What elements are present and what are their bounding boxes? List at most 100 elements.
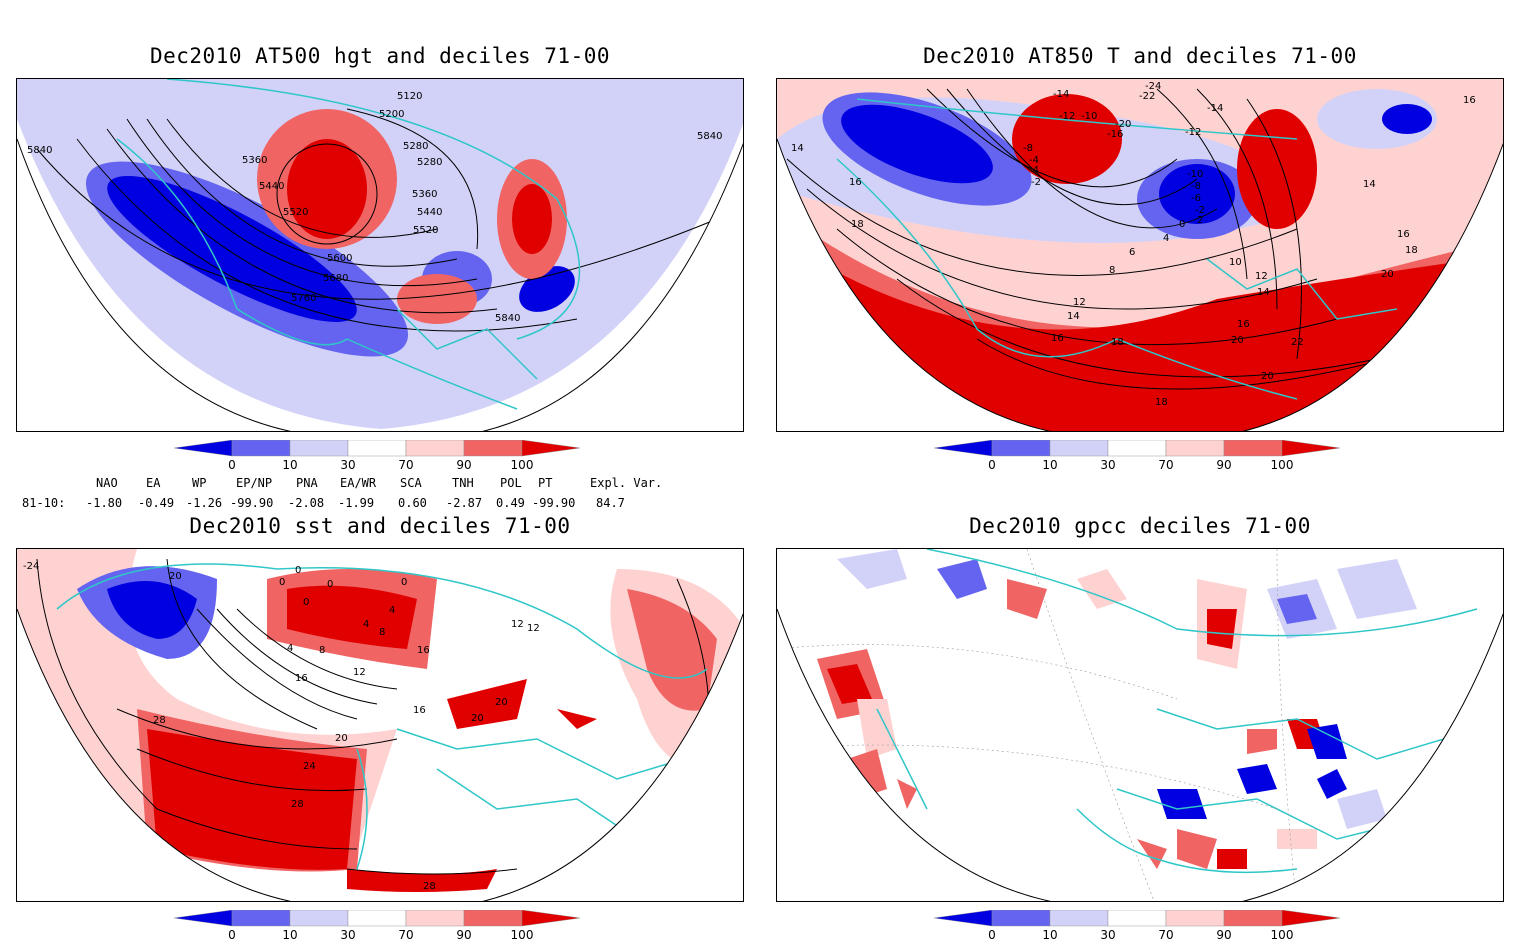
colorbar-tick-label: 10 <box>282 458 298 472</box>
contour-label: 5760 <box>291 293 316 304</box>
contour-label: 16 <box>1051 333 1064 344</box>
contour-label: 16 <box>1237 319 1250 330</box>
index-value: -1.26 <box>186 496 223 510</box>
contour-label: 5120 <box>397 91 422 102</box>
map-t850: -24 -22 -14 -14 -12 -10 -20 -16 -12 16 1… <box>776 78 1504 432</box>
colorbar-tick-label: 70 <box>1158 928 1174 942</box>
index-value: -99.90 <box>532 496 576 510</box>
contour-label: 16 <box>295 673 308 684</box>
contour-label: 5840 <box>495 313 520 324</box>
contour-label: 2 <box>1197 215 1203 226</box>
index-name: POL <box>500 476 522 490</box>
index-name: WP <box>192 476 207 490</box>
colorbar-tick-label: 90 <box>456 928 472 942</box>
contour-label: 5280 <box>417 157 442 168</box>
colorbar-tick-label: 70 <box>398 928 414 942</box>
contour-label: 20 <box>471 713 484 724</box>
colorbar-segment <box>521 439 581 457</box>
contour-label: 5840 <box>697 131 722 142</box>
colorbar-segment <box>1165 909 1225 927</box>
colorbar-t850: 0 10 30 70 90 100 <box>933 439 1354 480</box>
colorbar-segment <box>347 439 407 457</box>
contour-label: 14 <box>791 143 804 154</box>
colorbar-svg <box>173 439 581 457</box>
index-name: EP/NP <box>236 476 273 490</box>
colorbar-segment <box>463 439 523 457</box>
index-value: -2.87 <box>446 496 483 510</box>
colorbar-hgt500: 0 10 30 70 90 100 <box>173 439 594 480</box>
contour-label: 20 <box>1261 371 1274 382</box>
contour-label: -14 <box>1053 89 1069 100</box>
contour-label: 14 <box>1067 311 1080 322</box>
contour-label: 5360 <box>412 189 437 200</box>
colorbar-tick-label: 30 <box>340 928 356 942</box>
contour-label: 8 <box>319 645 325 656</box>
colorbar-tick-label: 70 <box>398 458 414 472</box>
colorbar-tick-label: 0 <box>988 928 996 942</box>
index-name: Expl. Var. <box>590 476 663 490</box>
map-sst-svg: -24 20 0 0 0 0 0 4 4 8 4 8 12 16 12 16 1… <box>17 549 743 901</box>
colorbar-segment <box>991 439 1051 457</box>
index-name: EA/WR <box>340 476 377 490</box>
contour-labels-hgt500: 5840 5120 5200 5280 5360 5280 5440 5360 … <box>27 91 722 324</box>
colorbar-svg <box>933 439 1341 457</box>
index-value: 0.60 <box>398 496 427 510</box>
contour-label: -10 <box>1187 169 1203 180</box>
index-value: -1.80 <box>86 496 123 510</box>
panel-title-hgt500: Dec2010 AT500 hgt and deciles 71-00 <box>149 44 610 68</box>
colorbar-segment <box>231 439 291 457</box>
contour-label: -16 <box>1107 129 1123 140</box>
map-gpcc <box>776 548 1504 902</box>
colorbar-segment <box>933 909 993 927</box>
index-value: 84.7 <box>596 496 625 510</box>
colorbar-svg <box>173 909 581 927</box>
contour-label: 5840 <box>27 145 52 156</box>
contour-label: 18 <box>851 219 864 230</box>
contour-label: -8 <box>1023 143 1033 154</box>
contour-label: 14 <box>1257 287 1270 298</box>
index-name: PT <box>538 476 553 490</box>
contour-label: -14 <box>1207 103 1223 114</box>
colorbar-segment <box>231 909 291 927</box>
index-name: EA <box>146 476 161 490</box>
contour-label: -2 <box>1031 177 1041 188</box>
colorbar-segment <box>1107 439 1167 457</box>
contour-label: -4 <box>1029 165 1039 176</box>
contour-label: 28 <box>423 881 436 892</box>
contour-label: 0 <box>1179 219 1185 230</box>
colorbar-tick-label: 70 <box>1158 458 1174 472</box>
contour-label: 6 <box>1129 247 1135 258</box>
colorbar-tick-label: 100 <box>510 458 534 472</box>
contour-label: 18 <box>1111 337 1124 348</box>
contour-label: 18 <box>1405 245 1418 256</box>
colorbar-segment <box>1107 909 1167 927</box>
colorbar-sst: 0 10 30 70 90 100 <box>173 909 594 950</box>
contour-label: 20 <box>1231 335 1244 346</box>
colorbar-segment <box>463 909 523 927</box>
contour-label: 0 <box>279 577 285 588</box>
contour-label: 18 <box>1155 397 1168 408</box>
contour-label: 5680 <box>323 273 348 284</box>
colorbar-tick-label: 30 <box>340 458 356 472</box>
contour-label: 10 <box>1229 257 1242 268</box>
colorbar-tick-label: 30 <box>1100 928 1116 942</box>
index-name: TNH <box>452 476 474 490</box>
index-name: SCA <box>400 476 422 490</box>
colorbar-segment <box>933 439 993 457</box>
colorbar-tick-label: 30 <box>1100 458 1116 472</box>
contour-label: 5520 <box>413 225 438 236</box>
colorbar-segment <box>405 439 465 457</box>
contour-label: 4 <box>287 643 293 654</box>
contour-label: -24 <box>1145 81 1161 92</box>
contour-label: -6 <box>1191 193 1201 204</box>
colorbar-segment <box>1049 439 1109 457</box>
contour-label: -24 <box>23 561 39 572</box>
map-hgt500-svg: 5840 5120 5200 5280 5360 5280 5440 5360 … <box>17 79 743 431</box>
contour-label: 4 <box>1163 233 1169 244</box>
map-gpcc-svg <box>777 549 1503 901</box>
contour-label: 4 <box>389 605 395 616</box>
contour-label: 0 <box>327 579 333 590</box>
contour-label: 0 <box>401 577 407 588</box>
colorbar-segment <box>405 909 465 927</box>
contour-label: 16 <box>849 177 862 188</box>
